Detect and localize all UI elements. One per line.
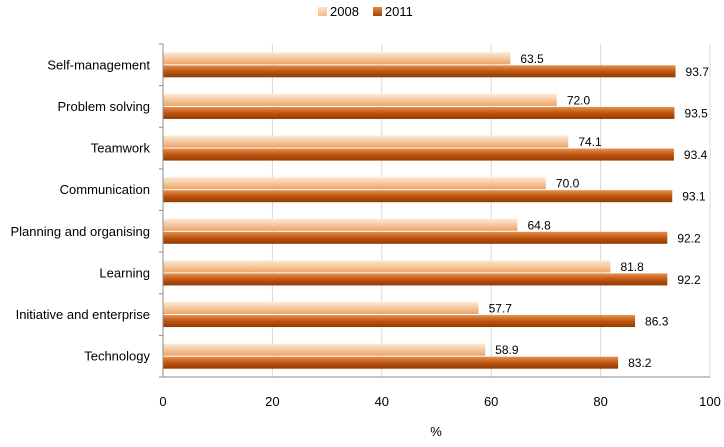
bar-2008 bbox=[163, 93, 557, 106]
data-label-2011: 92.2 bbox=[677, 273, 701, 287]
bar-2011 bbox=[163, 315, 636, 328]
bar-2008 bbox=[163, 260, 611, 273]
data-label-2008: 57.7 bbox=[489, 302, 513, 316]
category-label: Communication bbox=[60, 182, 150, 197]
legend-label-2008: 2008 bbox=[330, 4, 359, 19]
x-tick-label: 80 bbox=[593, 394, 607, 409]
bar-2011 bbox=[163, 190, 673, 203]
category-label: Self-management bbox=[47, 57, 150, 72]
data-label-2008: 58.9 bbox=[495, 343, 519, 357]
category-label: Teamwork bbox=[91, 141, 151, 156]
x-tick-label: 60 bbox=[484, 394, 498, 409]
data-label-2008: 74.1 bbox=[578, 135, 602, 149]
category-label: Learning bbox=[99, 265, 150, 280]
category-label: Initiative and enterprise bbox=[16, 307, 150, 322]
bar-2008 bbox=[163, 177, 546, 190]
bar-2008 bbox=[163, 135, 569, 148]
data-label-2008: 72.0 bbox=[567, 93, 591, 107]
bar-2008 bbox=[163, 52, 511, 65]
data-label-2011: 93.7 bbox=[686, 65, 710, 79]
data-label-2011: 83.2 bbox=[628, 356, 652, 370]
data-label-2011: 86.3 bbox=[645, 315, 669, 329]
legend-swatch-2008 bbox=[318, 7, 327, 16]
data-label-2008: 64.8 bbox=[527, 218, 551, 232]
category-label: Technology bbox=[84, 349, 150, 364]
legend-item-2008: 2008 bbox=[318, 4, 359, 19]
legend: 2008 2011 bbox=[318, 4, 413, 19]
legend-label-2011: 2011 bbox=[384, 4, 413, 19]
data-label-2011: 93.4 bbox=[684, 148, 708, 162]
bar-2011 bbox=[163, 231, 668, 244]
data-label-2011: 93.5 bbox=[684, 106, 708, 120]
data-label-2008: 63.5 bbox=[520, 52, 544, 66]
legend-item-2011: 2011 bbox=[372, 4, 413, 19]
x-tick-label: 100 bbox=[699, 394, 721, 409]
data-label-2008: 70.0 bbox=[556, 177, 580, 191]
bar-2008 bbox=[163, 302, 479, 315]
category-label: Planning and organising bbox=[11, 224, 151, 239]
data-label-2008: 81.8 bbox=[620, 260, 644, 274]
bar-2011 bbox=[163, 106, 675, 119]
bar-2011 bbox=[163, 148, 674, 161]
x-axis-title: % bbox=[430, 424, 442, 439]
bar-2011 bbox=[163, 356, 619, 369]
bar-2008 bbox=[163, 218, 518, 231]
x-tick-label: 40 bbox=[375, 394, 389, 409]
data-label-2011: 93.1 bbox=[682, 190, 706, 204]
data-label-2011: 92.2 bbox=[677, 231, 701, 245]
bar-2011 bbox=[163, 273, 668, 286]
x-tick-label: 0 bbox=[159, 394, 166, 409]
bar-2008 bbox=[163, 343, 486, 356]
category-label: Problem solving bbox=[58, 99, 151, 114]
legend-swatch-2011 bbox=[372, 7, 382, 16]
x-tick-label: 20 bbox=[265, 394, 279, 409]
bar-2011 bbox=[163, 65, 676, 78]
